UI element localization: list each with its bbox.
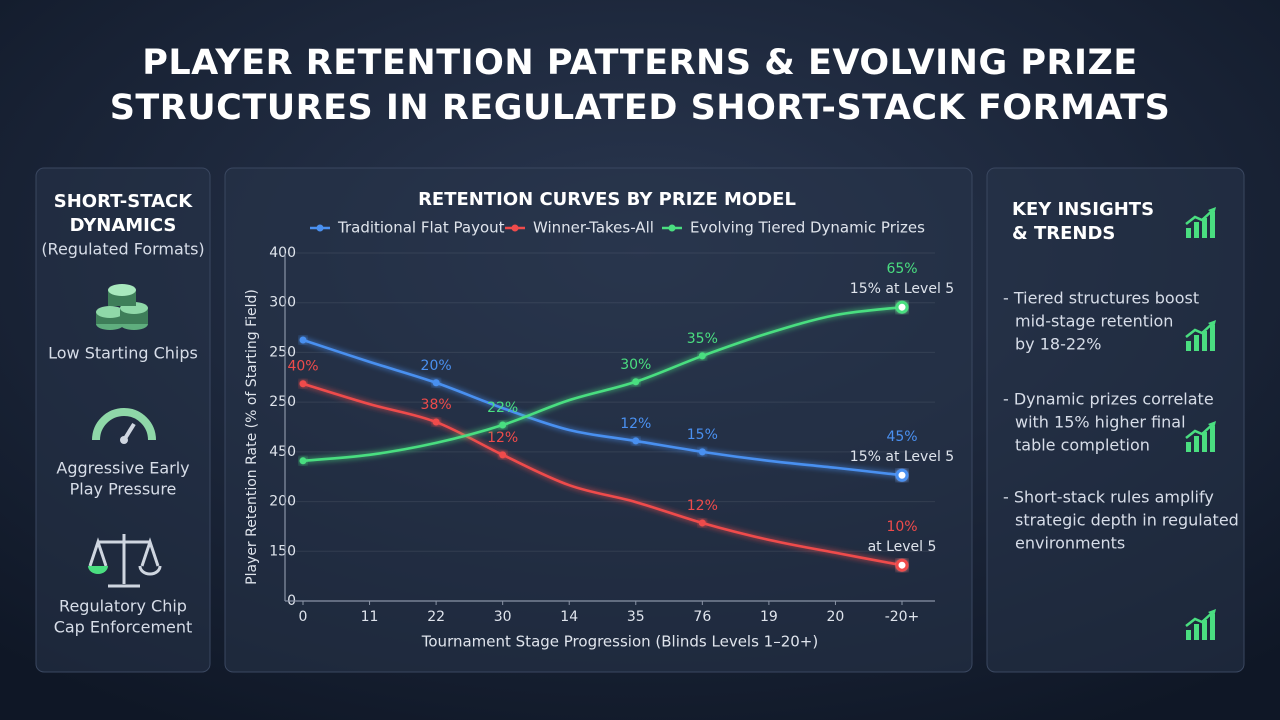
- panel-subtitle: (Regulated Formats): [41, 240, 204, 259]
- legend-label: Traditional Flat Payout: [337, 219, 505, 237]
- x-tick-label: 22: [427, 609, 445, 625]
- item-label: Regulatory Chip: [59, 597, 187, 616]
- chart-panel: [224, 167, 973, 673]
- series-line: [302, 338, 903, 477]
- bullet-text: by 18-22%: [1015, 335, 1101, 354]
- x-axis-label: Tournament Stage Progression (Blinds Lev…: [421, 633, 818, 651]
- series-line: [302, 305, 903, 463]
- item-label: Low Starting Chips: [48, 344, 198, 363]
- bullet-text: mid-stage retention: [1015, 312, 1173, 331]
- data-label: 22%: [487, 400, 518, 416]
- x-tick-label: 30: [494, 609, 512, 625]
- x-tick-label: 0: [299, 609, 308, 625]
- bullet-text: with 15% higher final: [1015, 413, 1186, 432]
- data-label: 45%: [886, 429, 917, 445]
- scales-icon: [88, 534, 162, 588]
- data-label: 12%: [487, 430, 518, 446]
- panel-title: & TRENDS: [1012, 223, 1115, 244]
- data-point: [698, 519, 706, 527]
- page-title: PLAYER RETENTION PATTERNS & EVOLVING PRI…: [142, 43, 1138, 83]
- data-point: [299, 336, 307, 344]
- data-label: 65%: [886, 261, 917, 277]
- bullet-text: strategic depth in regulated: [1015, 511, 1239, 530]
- legend-dot: [668, 224, 676, 232]
- bullet-text: table completion: [1015, 436, 1150, 455]
- bullet-text: - Tiered structures boost: [1003, 289, 1199, 308]
- x-tick-label: -20+: [885, 609, 920, 625]
- right-panel: [986, 167, 1245, 673]
- legend-label: Winner-Takes-All: [533, 219, 654, 237]
- data-label: 10%: [886, 519, 917, 535]
- data-point: [632, 437, 640, 445]
- panel-title: DYNAMICS: [70, 215, 177, 236]
- series-line: [302, 382, 903, 567]
- y-tick-label: 250: [269, 394, 296, 410]
- x-tick-label: 19: [760, 609, 778, 625]
- legend-label: Evolving Tiered Dynamic Prizes: [690, 219, 925, 237]
- data-point: [895, 468, 909, 482]
- data-point: [432, 418, 440, 426]
- data-point: [895, 558, 909, 572]
- data-label: 20%: [421, 358, 452, 374]
- item-label: Play Pressure: [70, 480, 177, 499]
- data-label: 35%: [687, 331, 718, 347]
- data-point: [698, 448, 706, 456]
- x-tick-label: 11: [361, 609, 379, 625]
- end-note: 15% at Level 5: [850, 281, 954, 297]
- x-tick-label: 14: [560, 609, 578, 625]
- data-point: [895, 300, 909, 314]
- gauge-icon: [92, 408, 156, 444]
- chips-icon: [96, 284, 148, 330]
- x-tick-label: 76: [693, 609, 711, 625]
- bullet-text: - Dynamic prizes correlate: [1003, 390, 1214, 409]
- panel-title: SHORT-STACK: [54, 191, 193, 212]
- data-label: 12%: [687, 498, 718, 514]
- item-label: Aggressive Early: [56, 459, 189, 478]
- legend-dot: [511, 224, 519, 232]
- y-tick-label: 300: [269, 295, 296, 311]
- chart-title: RETENTION CURVES BY PRIZE MODEL: [418, 189, 796, 210]
- page-title: STRUCTURES IN REGULATED SHORT-STACK FORM…: [110, 88, 1171, 128]
- data-point: [299, 457, 307, 465]
- data-point: [698, 352, 706, 360]
- data-point: [299, 380, 307, 388]
- data-point: [499, 421, 507, 429]
- left-panel: [35, 167, 211, 673]
- y-tick-label: 200: [269, 494, 296, 510]
- bullet-text: environments: [1015, 534, 1125, 553]
- data-label: 30%: [620, 357, 651, 373]
- y-tick-label: 450: [269, 444, 296, 460]
- x-tick-label: 20: [827, 609, 845, 625]
- y-tick-label: 250: [269, 344, 296, 360]
- bullet-text: - Short-stack rules amplify: [1003, 488, 1214, 507]
- x-tick-label: 35: [627, 609, 645, 625]
- data-point: [499, 451, 507, 459]
- end-note: 15% at Level 5: [850, 449, 954, 465]
- y-tick-label: 150: [269, 543, 296, 559]
- y-axis-label: Player Retention Rate (% of Starting Fie…: [244, 289, 260, 585]
- panel-title: KEY INSIGHTS: [1012, 199, 1154, 220]
- data-label: 40%: [287, 359, 318, 375]
- end-note: at Level 5: [868, 539, 937, 555]
- item-label: Cap Enforcement: [54, 618, 193, 637]
- data-point: [432, 379, 440, 387]
- legend-dot: [316, 224, 324, 232]
- data-label: 38%: [421, 397, 452, 413]
- data-label: 15%: [687, 427, 718, 443]
- data-point: [632, 378, 640, 386]
- y-tick-label: 400: [269, 245, 296, 261]
- data-label: 12%: [620, 416, 651, 432]
